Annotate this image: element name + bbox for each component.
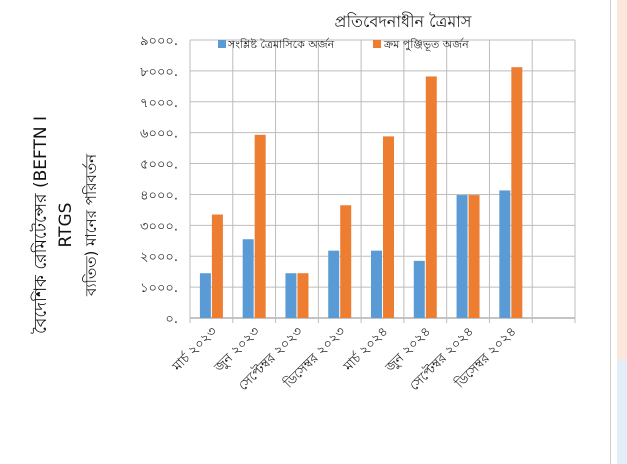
- y-tick-label: ২০০০.: [140, 250, 178, 265]
- y-tick-label: ৫০০০.: [140, 158, 178, 173]
- bar-cumulative: [340, 205, 352, 318]
- bar-cumulative: [425, 76, 437, 319]
- right-edge-strip: [617, 0, 627, 464]
- y-axis-title-line-2: RTGS: [56, 203, 76, 248]
- y-tick-label: ৬০০০.: [140, 127, 178, 142]
- y-tick-labels: ০. ১০০০. ২০০০. ৩০০০. ৪০০০. ৫০০০. ৬০০০. ৭০০০. ৮০০…: [140, 34, 178, 327]
- x-tick-label: মার্চ ২০২৩: [169, 324, 220, 375]
- right-margin-rule: [610, 0, 611, 464]
- right-edge-strip-blue: [617, 360, 627, 464]
- y-axis-title: বৈদেশিক রেমিটেন্সের (BEFTN I RTGS ব্যতিত…: [30, 116, 100, 334]
- bar-quarterly: [328, 250, 340, 318]
- chart-grid: [189, 39, 576, 323]
- y-tick-label: ১০০০.: [140, 281, 178, 296]
- bar-cumulative: [297, 273, 309, 318]
- legend-label-series-1: সংশ্লিষ্ট ত্রৈমাসিকে অর্জন: [227, 38, 335, 51]
- bar-quarterly: [371, 250, 382, 318]
- legend: সংশ্লিষ্ট ত্রৈমাসিকে অর্জন ক্রম পুঞ্জিভূ…: [218, 38, 469, 51]
- y-tick-label: ০.: [165, 312, 178, 327]
- y-tick-label: ৯০০০.: [140, 34, 178, 49]
- y-axis-title-line-1: বৈদেশিক রেমিটেন্সের (BEFTN I: [30, 116, 51, 334]
- bar-quarterly: [413, 260, 425, 318]
- bar-quarterly: [499, 190, 511, 318]
- bar-cumulative: [383, 136, 394, 318]
- bar-cumulative: [468, 195, 480, 318]
- y-tick-label: ৩০০০.: [140, 219, 178, 234]
- bar-chart: ০. ১০০০. ২০০০. ৩০০০. ৪০০০. ৫০০০. ৬০০০. ৭০০০. ৮০০…: [30, 12, 576, 395]
- legend-label-series-2: ক্রম পুঞ্জিভূত অর্জন: [383, 38, 469, 51]
- y-tick-label: ৭০০০.: [140, 96, 178, 111]
- bar-cumulative: [254, 134, 266, 318]
- chart-title: প্রতিবেদনাধীন ত্রৈমাস: [335, 12, 472, 31]
- y-tick-label: ৪০০০.: [140, 188, 178, 203]
- bar-quarterly: [456, 195, 468, 318]
- bar-cumulative: [511, 67, 523, 318]
- x-tick-label: মার্চ ২০২৪: [340, 324, 391, 375]
- legend-swatch-series-1: [218, 40, 226, 48]
- legend-swatch-series-2: [373, 40, 381, 48]
- y-axis-title-line-3: ব্যতিত) মানের পরিবর্তন: [82, 153, 100, 297]
- bar-cumulative: [211, 214, 223, 318]
- bar-quarterly: [242, 239, 254, 318]
- chart-bars: [199, 67, 523, 319]
- bar-quarterly: [199, 273, 211, 318]
- y-tick-label: ৮০০০.: [140, 65, 178, 80]
- bar-quarterly: [285, 273, 297, 318]
